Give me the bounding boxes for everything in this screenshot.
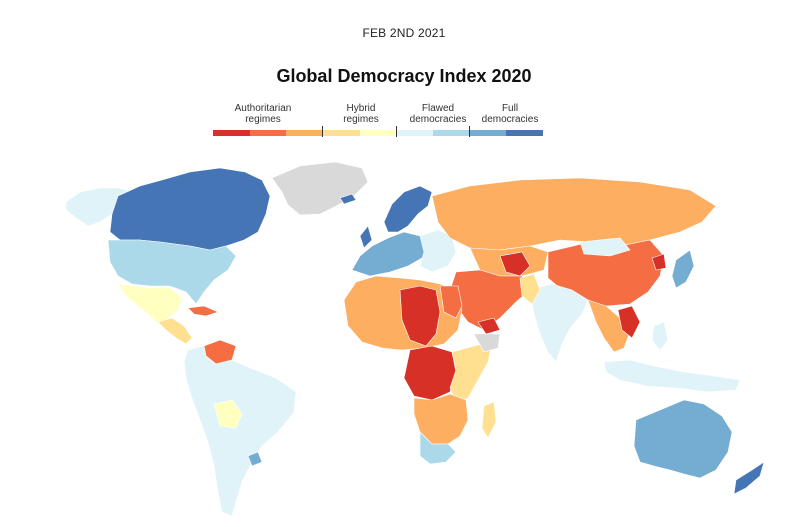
region-usa bbox=[107, 239, 237, 305]
legend-swatch bbox=[396, 130, 434, 136]
region-indochina bbox=[617, 305, 641, 339]
region-mongolia bbox=[579, 237, 631, 257]
region-south-america bbox=[183, 345, 297, 517]
region-southern-africa bbox=[413, 393, 469, 445]
region-bolivia bbox=[213, 399, 243, 429]
legend-tick-full bbox=[469, 126, 470, 137]
legend-swatch bbox=[249, 130, 287, 136]
legend-label-hybrid: Hybrid regimes bbox=[343, 103, 379, 125]
legend-color-bar bbox=[213, 130, 544, 136]
region-india bbox=[529, 283, 589, 363]
region-greenland bbox=[271, 161, 369, 216]
region-philippines bbox=[651, 321, 669, 351]
region-canada bbox=[109, 167, 271, 251]
legend-swatch bbox=[323, 130, 360, 136]
region-sahel-authoritarian bbox=[399, 285, 441, 347]
region-south-africa bbox=[419, 431, 457, 465]
legend-swatch bbox=[469, 130, 507, 136]
legend-swatch bbox=[506, 130, 544, 136]
legend-swatch bbox=[286, 130, 324, 136]
map-title: Global Democracy Index 2020 bbox=[276, 66, 532, 86]
region-madagascar bbox=[481, 401, 497, 439]
region-uk bbox=[359, 225, 373, 249]
region-north-korea bbox=[651, 253, 667, 271]
legend-label-authoritarian: Authoritarian regimes bbox=[234, 103, 292, 125]
legend-swatch bbox=[359, 130, 397, 136]
region-central-africa bbox=[403, 345, 457, 401]
date-label: FEB 2ND 2021 bbox=[362, 26, 446, 40]
world-map bbox=[65, 161, 765, 517]
region-central-america bbox=[157, 317, 193, 345]
region-mexico bbox=[117, 283, 183, 325]
region-egypt bbox=[439, 285, 463, 319]
region-yemen bbox=[477, 317, 501, 335]
region-russia bbox=[431, 177, 717, 251]
legend-tick-hybrid bbox=[322, 126, 323, 137]
region-new-zealand bbox=[733, 461, 765, 495]
region-pakistan bbox=[519, 273, 541, 305]
region-uruguay bbox=[247, 451, 263, 467]
region-scandinavia bbox=[383, 185, 433, 233]
legend-swatch bbox=[213, 130, 250, 136]
region-horn-of-africa bbox=[473, 333, 501, 353]
region-iceland bbox=[339, 193, 357, 205]
region-afghanistan bbox=[499, 251, 531, 277]
region-cuba bbox=[187, 305, 219, 317]
region-eastern-europe bbox=[419, 229, 457, 273]
region-southeast-asia bbox=[587, 299, 631, 353]
region-indonesia bbox=[603, 359, 741, 393]
legend-label-flawed: Flawed democracies bbox=[409, 103, 467, 125]
legend-swatch bbox=[433, 130, 470, 136]
legend-tick-flawed bbox=[396, 126, 397, 137]
region-japan bbox=[671, 249, 695, 289]
legend-label-full: Full democracies bbox=[481, 103, 539, 125]
region-australia bbox=[633, 399, 733, 479]
legend-labels: Authoritarian regimes Hybrid regimes Fla… bbox=[213, 103, 543, 127]
